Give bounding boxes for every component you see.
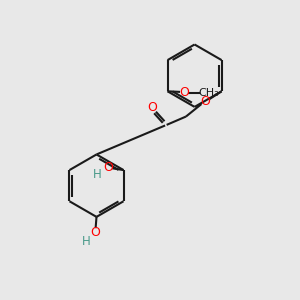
Text: O: O [103,160,113,174]
Text: H: H [93,168,102,181]
Text: O: O [179,86,189,99]
Text: O: O [147,101,157,114]
Text: CH₃: CH₃ [198,88,219,98]
Text: H: H [82,235,91,248]
Text: O: O [200,95,210,108]
Text: O: O [90,226,100,239]
